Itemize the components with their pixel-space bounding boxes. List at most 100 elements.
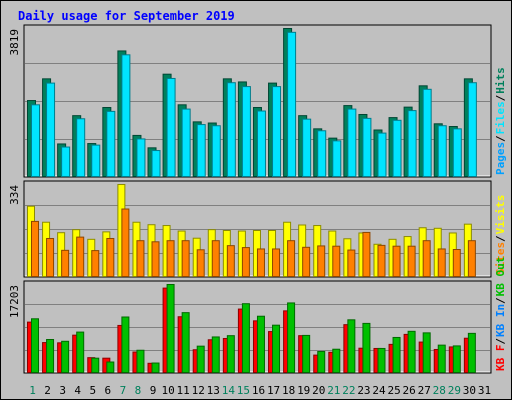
- bar-kb-out-day-10: [166, 284, 175, 373]
- bar-files-day-19: [302, 118, 312, 177]
- bar-files-day-18: [287, 31, 297, 177]
- bar-kb-out-day-27: [422, 332, 431, 373]
- bar-kb-out-day-28: [437, 344, 446, 374]
- legend-label-kb-in: KB In: [494, 304, 507, 337]
- bar-sites-day-2: [46, 237, 55, 277]
- x-tick-label-day-22: 22: [342, 384, 355, 397]
- bar-sites-day-10: [166, 240, 175, 278]
- x-tick-label-day-6: 6: [105, 384, 112, 397]
- bar-kb-out-day-7: [121, 316, 130, 373]
- legend-label-hits: Hits: [494, 67, 507, 94]
- x-tick-label-day-7: 7: [120, 384, 127, 397]
- bar-files-day-7: [121, 54, 131, 177]
- bar-files-day-22: [347, 108, 357, 177]
- bar-kb-out-day-18: [287, 302, 296, 373]
- x-tick-label-day-26: 26: [403, 384, 416, 397]
- legend-separator: /: [494, 338, 507, 345]
- bar-sites-day-24: [377, 244, 386, 277]
- x-tick-label-day-15: 15: [237, 384, 250, 397]
- bar-kb-out-day-25: [392, 336, 401, 373]
- bar-kb-out-day-30: [467, 332, 476, 373]
- bar-files-day-27: [422, 88, 432, 177]
- bar-kb-out-day-6: [106, 361, 115, 374]
- x-tick-label-day-20: 20: [312, 384, 325, 397]
- x-tick-label-day-19: 19: [297, 384, 310, 397]
- legend-separator: /: [494, 135, 507, 142]
- bar-sites-day-29: [452, 249, 461, 277]
- bar-sites-day-27: [422, 240, 431, 278]
- bar-sites-day-18: [287, 240, 296, 278]
- bar-kb-out-day-24: [377, 347, 386, 373]
- x-tick-label-day-21: 21: [327, 384, 340, 397]
- bar-kb-out-day-12: [196, 345, 205, 374]
- bar-kb-out-day-16: [256, 315, 265, 373]
- x-tick-label-day-9: 9: [150, 384, 157, 397]
- chart-title: Daily usage for September 2019: [18, 9, 235, 23]
- bar-kb-out-day-2: [46, 339, 55, 374]
- bar-files-day-4: [76, 118, 86, 177]
- bar-sites-day-15: [241, 247, 250, 278]
- bar-files-day-28: [437, 125, 447, 177]
- bar-files-day-29: [452, 128, 462, 177]
- bar-kb-out-day-23: [362, 322, 371, 373]
- x-tick-label-day-30: 30: [463, 384, 476, 397]
- x-tick-label-day-24: 24: [372, 384, 386, 397]
- x-tick-label-day-27: 27: [418, 384, 431, 397]
- bar-kb-out-day-13: [211, 336, 220, 373]
- bar-sites-day-23: [362, 231, 371, 278]
- bar-files-day-6: [106, 110, 116, 177]
- x-tick-label-day-25: 25: [387, 384, 400, 397]
- x-tick-label-day-11: 11: [177, 384, 190, 397]
- bar-sites-day-19: [302, 246, 311, 278]
- bar-kb-out-day-29: [452, 345, 461, 374]
- bar-sites-day-26: [407, 245, 416, 277]
- bar-files-day-3: [61, 146, 71, 177]
- bar-sites-day-20: [317, 245, 326, 278]
- x-tick-label-day-29: 29: [448, 384, 461, 397]
- bar-sites-day-30: [467, 240, 476, 278]
- x-tick-label-day-1: 1: [29, 384, 36, 397]
- bar-files-day-17: [272, 86, 282, 177]
- bar-kb-out-day-26: [407, 330, 416, 373]
- bar-kb-out-day-4: [76, 331, 85, 373]
- bar-files-day-13: [211, 125, 221, 177]
- bar-sites-day-16: [256, 248, 265, 278]
- panel-1-frame: [23, 24, 492, 178]
- bar-files-day-12: [196, 124, 206, 177]
- bar-kb-out-day-3: [61, 340, 70, 374]
- bar-files-day-5: [91, 144, 101, 178]
- bar-files-day-8: [136, 138, 146, 178]
- bar-files-day-15: [241, 86, 251, 177]
- x-tick-label-day-3: 3: [59, 384, 66, 397]
- bar-sites-day-5: [91, 250, 100, 278]
- bar-sites-day-14: [226, 245, 235, 278]
- bar-files-day-24: [377, 132, 387, 177]
- bar-sites-day-9: [151, 241, 160, 277]
- x-tick-label-day-17: 17: [267, 384, 280, 397]
- bar-files-day-14: [226, 82, 236, 177]
- bar-sites-day-6: [106, 237, 115, 277]
- legend-label-pages: Pages: [494, 142, 507, 175]
- bar-kb-out-day-5: [91, 357, 100, 373]
- bar-kb-out-day-21: [332, 348, 341, 373]
- bar-sites-day-22: [347, 249, 356, 277]
- bar-sites-day-8: [136, 240, 145, 278]
- legend-label-kb-f: KB F: [494, 345, 507, 372]
- bar-kb-out-day-1: [31, 318, 39, 374]
- x-tick-label-day-13: 13: [207, 384, 220, 397]
- legend-label-files: Files: [494, 101, 507, 134]
- bar-sites-day-21: [332, 245, 341, 277]
- bar-sites-day-17: [272, 248, 281, 278]
- legend-separator: /: [494, 235, 507, 242]
- panel-2-ymax-label: 334: [8, 185, 21, 205]
- legend-label-kb-out: KB Out: [494, 257, 507, 297]
- x-tick-label-day-23: 23: [357, 384, 370, 397]
- bar-sites-day-11: [181, 240, 190, 278]
- bar-files-day-26: [407, 110, 417, 177]
- bar-sites-day-7: [121, 208, 130, 277]
- bar-kb-out-day-14: [226, 335, 235, 374]
- x-tick-label-day-18: 18: [282, 384, 295, 397]
- x-tick-label-day-12: 12: [192, 384, 205, 397]
- bar-files-day-20: [317, 130, 327, 177]
- legend-label-visits: Visits: [494, 195, 507, 235]
